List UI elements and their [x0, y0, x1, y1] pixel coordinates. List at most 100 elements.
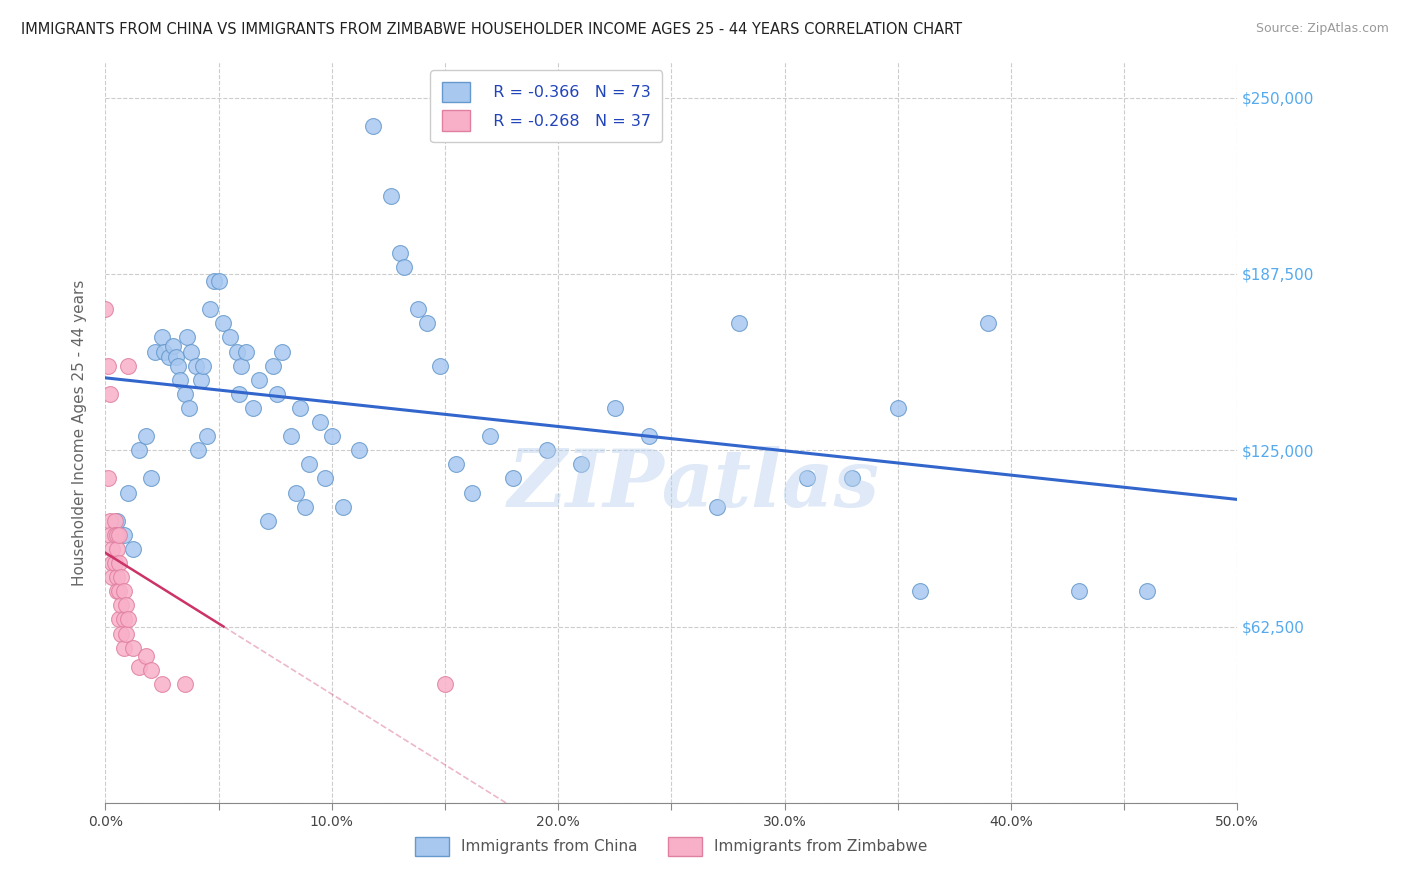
Point	[153, 344, 176, 359]
Point	[728, 316, 751, 330]
Y-axis label: Householder Income Ages 25 - 44 years: Householder Income Ages 25 - 44 years	[72, 279, 87, 586]
Point	[105, 528, 128, 542]
Point	[169, 373, 191, 387]
Point	[219, 330, 242, 344]
Point	[841, 471, 863, 485]
Point	[284, 485, 307, 500]
Point	[603, 401, 626, 415]
Point	[479, 429, 502, 443]
Point	[298, 458, 321, 472]
Point	[117, 359, 139, 373]
Point	[977, 316, 1000, 330]
Point	[910, 584, 932, 599]
Point	[235, 344, 257, 359]
Point	[162, 339, 184, 353]
Point	[139, 663, 162, 677]
Point	[184, 359, 207, 373]
Point	[212, 316, 235, 330]
Point	[128, 443, 150, 458]
Point	[112, 584, 135, 599]
Point	[208, 274, 231, 288]
Point	[101, 570, 124, 584]
Point	[105, 514, 128, 528]
Point	[388, 245, 411, 260]
Point	[195, 429, 218, 443]
Point	[114, 599, 136, 613]
Point	[98, 387, 121, 401]
Point	[262, 359, 284, 373]
Point	[332, 500, 354, 514]
Point	[225, 344, 247, 359]
Text: ZIPatlas: ZIPatlas	[508, 446, 880, 524]
Point	[103, 528, 125, 542]
Point	[406, 302, 429, 317]
Point	[502, 471, 524, 485]
Point	[108, 612, 131, 626]
Point	[139, 471, 162, 485]
Point	[1067, 584, 1090, 599]
Point	[361, 119, 384, 133]
Point	[231, 359, 253, 373]
Point	[796, 471, 818, 485]
Point	[257, 514, 280, 528]
Point	[536, 443, 558, 458]
Point	[167, 359, 190, 373]
Point	[416, 316, 439, 330]
Point	[101, 541, 124, 556]
Point	[173, 677, 195, 691]
Point	[94, 302, 117, 317]
Point	[380, 189, 402, 203]
Point	[433, 677, 456, 691]
Point	[394, 260, 416, 274]
Point	[314, 471, 336, 485]
Point	[110, 570, 132, 584]
Point	[202, 274, 225, 288]
Point	[121, 640, 143, 655]
Point	[117, 612, 139, 626]
Point	[569, 458, 592, 472]
Point	[446, 458, 468, 472]
Point	[150, 677, 173, 691]
Point	[105, 570, 128, 584]
Point	[271, 344, 294, 359]
Point	[321, 429, 343, 443]
Point	[103, 514, 125, 528]
Point	[112, 528, 135, 542]
Point	[103, 556, 125, 570]
Point	[180, 344, 202, 359]
Point	[105, 541, 128, 556]
Point	[187, 443, 209, 458]
Point	[309, 415, 332, 429]
Point	[165, 350, 187, 364]
Point	[157, 350, 180, 364]
Point	[112, 640, 135, 655]
Point	[198, 302, 221, 317]
Text: Source: ZipAtlas.com: Source: ZipAtlas.com	[1256, 22, 1389, 36]
Point	[108, 556, 131, 570]
Point	[110, 599, 132, 613]
Point	[294, 500, 316, 514]
Point	[97, 359, 120, 373]
Point	[247, 373, 270, 387]
Point	[706, 500, 728, 514]
Text: IMMIGRANTS FROM CHINA VS IMMIGRANTS FROM ZIMBABWE HOUSEHOLDER INCOME AGES 25 - 4: IMMIGRANTS FROM CHINA VS IMMIGRANTS FROM…	[21, 22, 962, 37]
Point	[266, 387, 288, 401]
Point	[242, 401, 264, 415]
Point	[98, 528, 121, 542]
Point	[98, 514, 121, 528]
Point	[105, 584, 128, 599]
Point	[179, 401, 201, 415]
Point	[176, 330, 198, 344]
Point	[228, 387, 250, 401]
Point	[108, 528, 131, 542]
Point	[101, 556, 124, 570]
Point	[108, 584, 131, 599]
Point	[135, 429, 157, 443]
Point	[461, 485, 484, 500]
Point	[112, 612, 135, 626]
Point	[110, 626, 132, 640]
Point	[1136, 584, 1159, 599]
Point	[128, 660, 150, 674]
Point	[280, 429, 302, 443]
Point	[637, 429, 659, 443]
